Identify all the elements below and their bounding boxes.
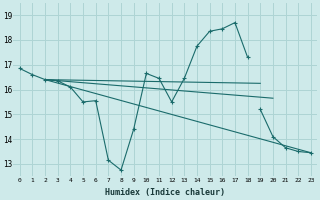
X-axis label: Humidex (Indice chaleur): Humidex (Indice chaleur) (105, 188, 225, 197)
